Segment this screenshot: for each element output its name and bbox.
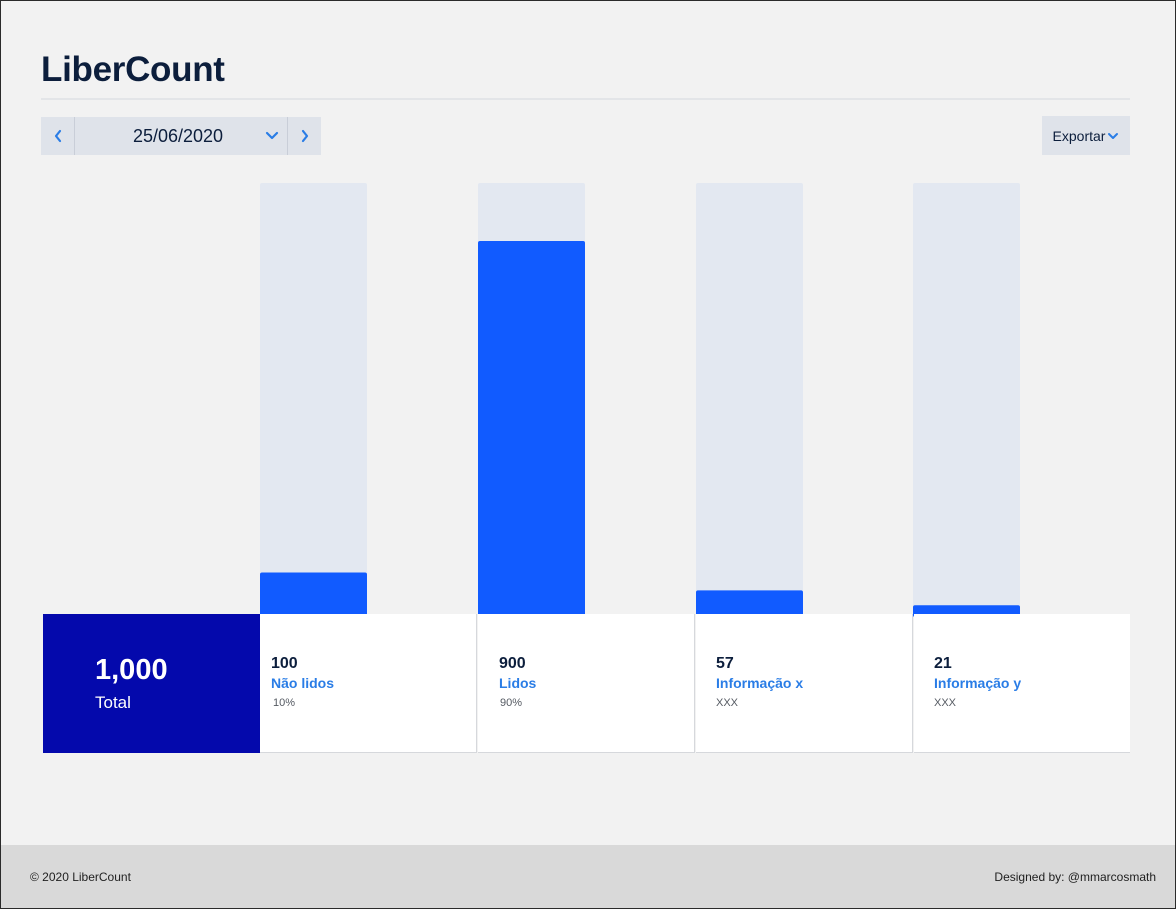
footer-copyright: © 2020 LiberCount: [30, 870, 131, 884]
footer-credit: Designed by: @mmarcosmath: [994, 870, 1156, 884]
export-label: Exportar: [1052, 127, 1106, 144]
page-title: LiberCount: [41, 50, 225, 89]
previous-date-button[interactable]: [41, 117, 75, 155]
stat-label: Não lidos: [271, 675, 335, 691]
bar-track-informacao-x: [696, 183, 803, 617]
stat-card-lidos: 900 Lidos 90%: [478, 614, 695, 753]
stat-value: 21: [934, 655, 952, 672]
chevron-down-icon: [265, 131, 279, 140]
date-select[interactable]: 25/06/2020: [75, 117, 287, 155]
stat-card-informacao-y: 21 Informação y XXX: [914, 614, 1130, 753]
total-label: Total: [95, 693, 131, 712]
stat-sub: 90%: [500, 697, 523, 709]
bar-nao-lidos[interactable]: [260, 572, 367, 617]
title-divider: [41, 98, 1130, 100]
date-navigator: 25/06/2020: [41, 117, 321, 155]
bar-informacao-x[interactable]: [696, 590, 803, 617]
stat-value: 57: [716, 655, 734, 672]
stat-label: Informação x: [716, 675, 804, 691]
chevron-down-icon: [1108, 132, 1119, 139]
bar-track-nao-lidos: [260, 183, 367, 617]
bar-track-informacao-y: [913, 183, 1020, 617]
stat-sub: 10%: [273, 697, 296, 709]
bar-lidos[interactable]: [478, 241, 585, 617]
chevron-right-icon: [301, 129, 308, 143]
chevron-left-icon: [54, 129, 61, 143]
total-card: 1,000 Total: [43, 614, 260, 753]
stat-label: Informação y: [934, 675, 1022, 691]
stat-label: Lidos: [499, 675, 537, 691]
date-value: 25/06/2020: [132, 125, 224, 146]
total-value: 1,000: [95, 654, 168, 686]
stat-sub: XXX: [934, 697, 957, 709]
next-date-button[interactable]: [287, 117, 321, 155]
footer: © 2020 LiberCount Designed by: @mmarcosm…: [1, 845, 1175, 908]
stat-value: 100: [271, 655, 298, 672]
stat-sub: XXX: [716, 697, 739, 709]
stat-card-nao-lidos: 100 Não lidos 10%: [260, 614, 477, 753]
export-button[interactable]: Exportar: [1042, 116, 1130, 155]
stat-card-informacao-x: 57 Informação x XXX: [696, 614, 913, 753]
stat-value: 900: [499, 655, 526, 672]
